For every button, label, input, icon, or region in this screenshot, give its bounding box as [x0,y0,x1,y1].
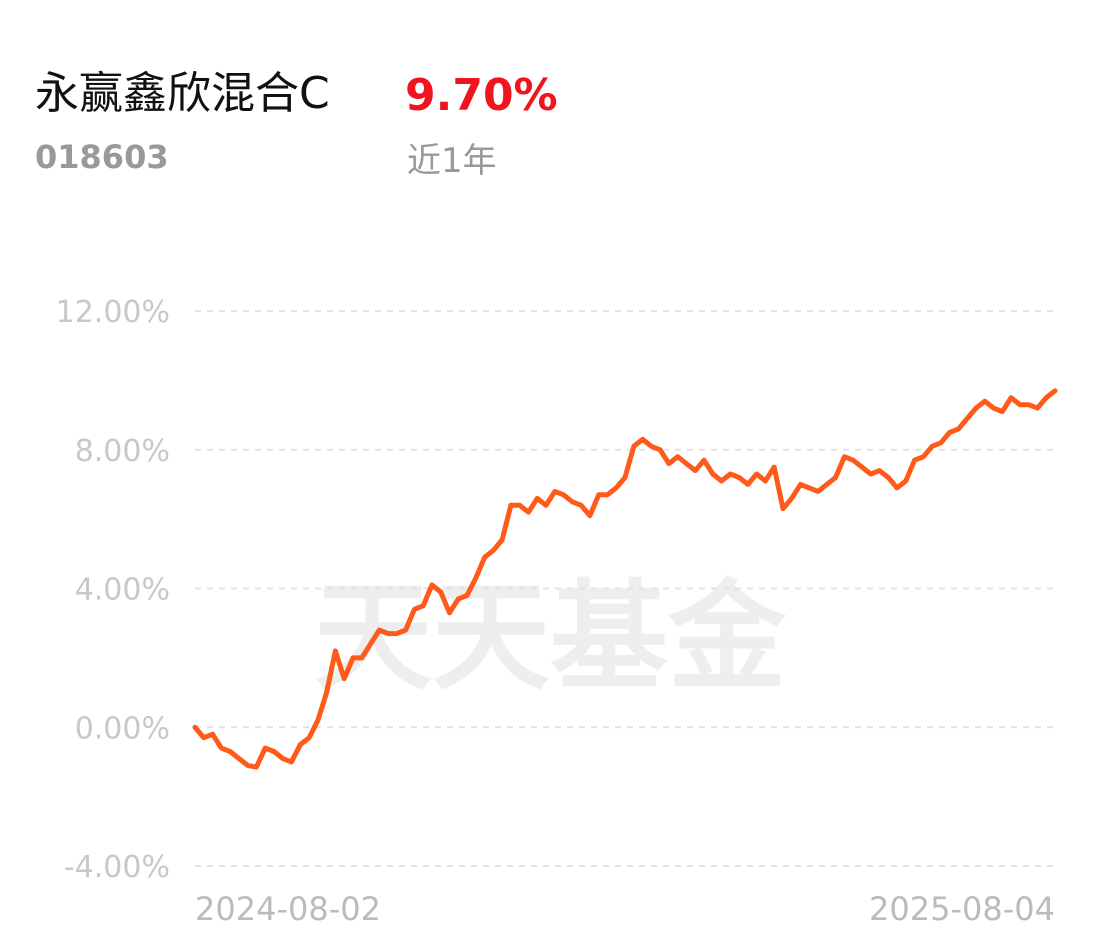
x-tick-label: 2024-08-02 [195,890,381,928]
fund-code: 018603 [35,138,169,176]
line [192,388,1058,770]
y-tick-label: -4.00% [64,850,170,885]
fund-title: 永赢鑫欣混合C [35,68,330,119]
y-tick-label: 4.00% [75,573,170,608]
watermark: 天天基金 [314,568,787,706]
return-period: 近1年 [407,141,497,181]
y-tick-label: 8.00% [75,434,170,469]
y-tick-label: 12.00% [56,295,170,330]
return-value: 9.70% [405,70,558,121]
x-tick-label: 2025-08-04 [869,890,1055,928]
y-tick-label: 0.00% [75,711,170,746]
